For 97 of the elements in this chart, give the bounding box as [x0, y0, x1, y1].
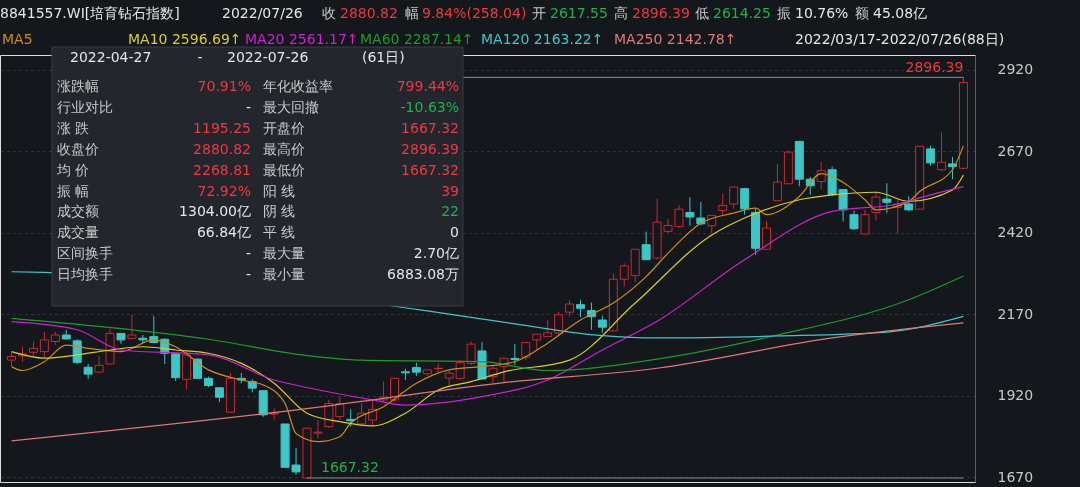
annotation: 均 价 [56, 161, 90, 178]
candlestick [510, 343, 520, 366]
annotation: 1667.32 [401, 161, 459, 178]
annotation: - [245, 245, 251, 262]
ref-line-label: 2896.39 [905, 59, 964, 76]
annotation: 66.84亿 [196, 224, 251, 241]
text: 2614.25 [713, 5, 771, 21]
y-tick-label: 2670 [997, 142, 1034, 159]
candlestick [772, 163, 782, 202]
annotation: 2896.39 [401, 140, 459, 157]
annotation: 22 [441, 203, 459, 220]
text: MA250 2142.78↑ [614, 31, 737, 47]
text: 9.84%(258.04) [422, 5, 527, 21]
text: 10.76% [795, 5, 849, 21]
text: MA60 2287.14↑ [360, 31, 474, 47]
candlestick [641, 231, 651, 261]
annotation: 6883.08万 [387, 266, 459, 283]
annotation: 2268.81 [193, 161, 251, 178]
candlestick [937, 132, 947, 172]
annotation: 最小量 [263, 266, 305, 283]
y-tick-label: 2920 [997, 61, 1034, 78]
candlestick [171, 353, 181, 382]
candlestick [882, 182, 892, 214]
text: 2896.39 [632, 5, 690, 21]
candlestick [849, 210, 859, 231]
text: 2022/03/17-2022/07/26(88日) [795, 31, 1005, 47]
ref-line-label: 1667.32 [320, 458, 379, 475]
annotation: (61日) [362, 49, 405, 65]
text: MA120 2163.22↑ [481, 31, 604, 47]
candlestick [729, 186, 739, 210]
y-tick-label: 1920 [997, 387, 1034, 404]
annotation: 平 线 [263, 224, 296, 241]
annotation: 收盘价 [57, 140, 99, 157]
annotation: 39 [441, 182, 459, 199]
candlestick [740, 188, 750, 216]
annotation: 1304.00亿 [179, 203, 251, 220]
candlestick [947, 156, 957, 180]
text: 2617.55 [550, 5, 608, 21]
candlestick [127, 314, 137, 340]
annotation: 成交额 [57, 203, 99, 220]
candlestick [926, 145, 936, 167]
annotation: -10.63% [400, 98, 459, 115]
annotation: 振 幅 [57, 182, 90, 199]
annotation: 1195.25 [193, 119, 251, 136]
text: 45.08亿 [873, 5, 928, 21]
annotation: 最大回撤 [263, 98, 319, 115]
candlestick [390, 376, 399, 403]
text: 2022/07/26 [222, 5, 303, 21]
annotation: 最高价 [263, 140, 305, 157]
annotation: 70.91% [197, 78, 251, 94]
text: 额 [855, 5, 869, 21]
candlestick [762, 220, 771, 250]
text: 低 [695, 5, 709, 21]
annotation: 2022-07-26 [227, 49, 309, 65]
annotation: 72.92% [197, 182, 251, 199]
annotation: 1667.32 [401, 119, 459, 136]
y-tick-label: 2420 [997, 224, 1034, 241]
annotation: 2.70亿 [413, 245, 459, 262]
annotation: 涨 跌 [57, 119, 90, 136]
annotation: - [245, 266, 251, 283]
annotation: 0 [450, 224, 459, 241]
annotation: 799.44% [396, 78, 459, 94]
text: 幅 [405, 5, 419, 21]
candlestick [619, 262, 629, 287]
line-series [10, 322, 965, 442]
annotation: 年化收益率 [263, 78, 333, 94]
annotation: 日均换手 [57, 266, 113, 283]
text: 2880.82 [340, 5, 398, 21]
annotation: 区间换手 [57, 245, 113, 262]
candlestick [554, 311, 564, 336]
text: 8841557.WI[培育钻石指数] [0, 5, 180, 21]
text: MA20 2561.17↑ [245, 31, 359, 47]
text: 开 [532, 5, 546, 21]
annotation: 2022-04-27 [70, 49, 152, 65]
candlestick [39, 331, 49, 358]
annotation: 2880.82 [193, 140, 251, 157]
text: MA10 2596.69↑ [128, 31, 242, 47]
text: MA5 [2, 31, 33, 47]
y-tick-label: 2170 [997, 305, 1034, 322]
annotation: 最大量 [263, 245, 305, 262]
annotation: 阴 线 [263, 203, 296, 220]
text: 收 [322, 5, 336, 21]
annotation: 最低价 [263, 161, 305, 178]
candlestick [368, 399, 378, 426]
annotation: 开盘价 [263, 119, 305, 136]
candlestick [860, 209, 870, 235]
text: 振 [777, 5, 791, 21]
annotation: 涨跌幅 [57, 78, 99, 94]
annotation: - [197, 49, 203, 65]
annotation: 成交量 [57, 224, 99, 241]
text: 高 [614, 5, 628, 21]
annotation: 行业对比 [57, 98, 113, 115]
annotation: - [245, 98, 251, 115]
candlestick [94, 356, 104, 373]
annotation: 阳 线 [263, 182, 296, 199]
y-tick-label: 1670 [997, 468, 1034, 485]
candlestick [718, 193, 728, 216]
